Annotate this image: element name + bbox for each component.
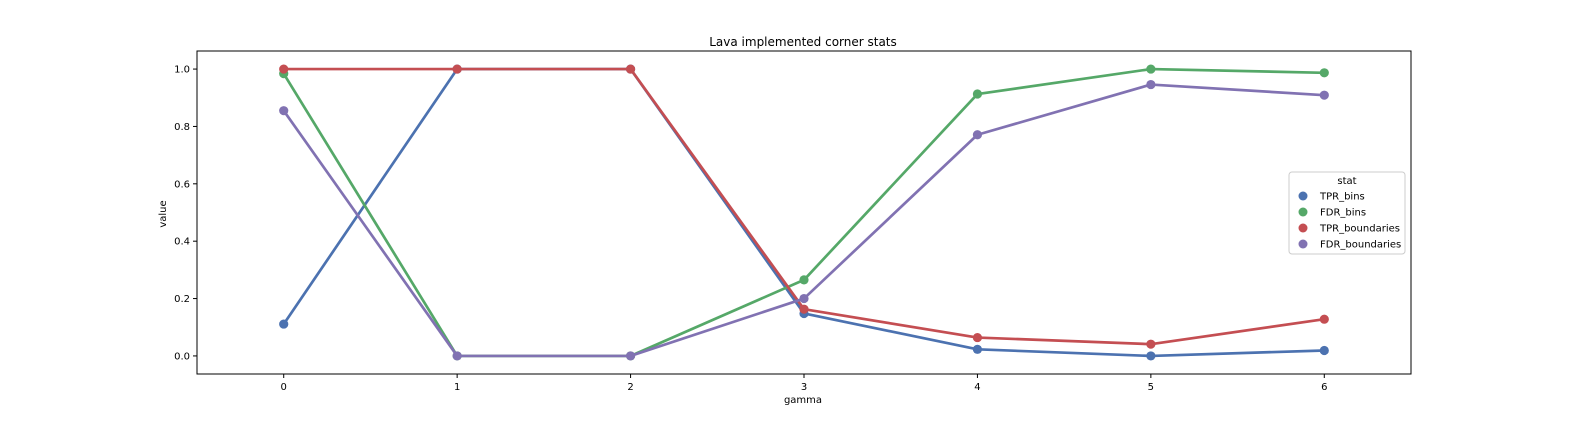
legend-item: TPR_bins: [1298, 191, 1365, 203]
data-point: [1146, 79, 1156, 90]
x-tick-label: 3: [801, 382, 807, 393]
legend: stat TPR_bins FDR_bins TPR_boundaries FDR_bo…: [1288, 171, 1406, 255]
legend-item: TPR_boundaries: [1298, 223, 1400, 235]
data-point: [625, 64, 636, 74]
legend-title: stat: [1337, 176, 1356, 187]
x-tick-label: 0: [281, 382, 287, 393]
series-layer: [279, 64, 1329, 361]
y-tick-label: 0.2: [174, 294, 190, 305]
legend-marker: [1298, 239, 1308, 249]
data-point: [799, 304, 809, 314]
x-tick-label: 2: [627, 382, 633, 393]
x-tick-label: 6: [1321, 382, 1327, 393]
data-point: [279, 106, 289, 116]
legend-label: FDR_boundaries: [1320, 240, 1401, 251]
data-point: [1319, 345, 1329, 356]
legend-item: FDR_boundaries: [1298, 239, 1401, 251]
legend-label: TPR_bins: [1319, 192, 1365, 203]
legend-box: [1288, 171, 1406, 255]
plot-frame: [196, 50, 1412, 375]
x-axis: 0 1 2 3 4 5 6: [281, 374, 1327, 393]
y-axis: 0.0 0.2 0.4 0.6 0.8 1.0: [174, 65, 197, 362]
data-point: [452, 64, 462, 74]
data-point: [1319, 90, 1329, 100]
data-point: [279, 319, 289, 329]
legend-label: TPR_boundaries: [1319, 224, 1400, 235]
y-tick-label: 0.6: [174, 179, 190, 190]
data-point: [972, 89, 983, 99]
legend-marker: [1298, 191, 1308, 201]
data-point: [1146, 64, 1156, 74]
x-tick-label: 4: [974, 382, 980, 393]
series-TPR_bins: [279, 64, 1329, 361]
x-tick-label: 1: [454, 382, 460, 393]
data-point: [1146, 351, 1156, 361]
data-point: [972, 344, 983, 354]
data-point: [625, 351, 636, 361]
y-tick-label: 0.8: [174, 122, 190, 133]
y-tick-label: 0.0: [174, 351, 190, 362]
legend-label: FDR_bins: [1320, 208, 1366, 219]
y-tick-label: 1.0: [174, 65, 190, 76]
data-point: [279, 64, 289, 74]
data-point: [799, 275, 809, 285]
series-TPR_boundaries: [279, 64, 1329, 349]
y-axis-label: value: [158, 200, 169, 227]
x-axis-label: gamma: [784, 395, 822, 406]
legend-marker: [1298, 207, 1308, 217]
data-point: [1319, 68, 1329, 78]
legend-marker: [1298, 223, 1308, 233]
data-point: [972, 332, 983, 343]
legend-item: FDR_bins: [1298, 207, 1366, 219]
data-point: [452, 351, 462, 361]
data-point: [1146, 339, 1156, 349]
x-tick-label: 5: [1148, 382, 1154, 393]
chart-title: Lava implemented corner stats: [709, 35, 897, 49]
data-point: [799, 293, 809, 304]
data-point: [1319, 314, 1329, 324]
series-FDR_boundaries: [279, 79, 1329, 361]
y-tick-label: 0.4: [174, 237, 190, 248]
data-point: [972, 130, 983, 140]
